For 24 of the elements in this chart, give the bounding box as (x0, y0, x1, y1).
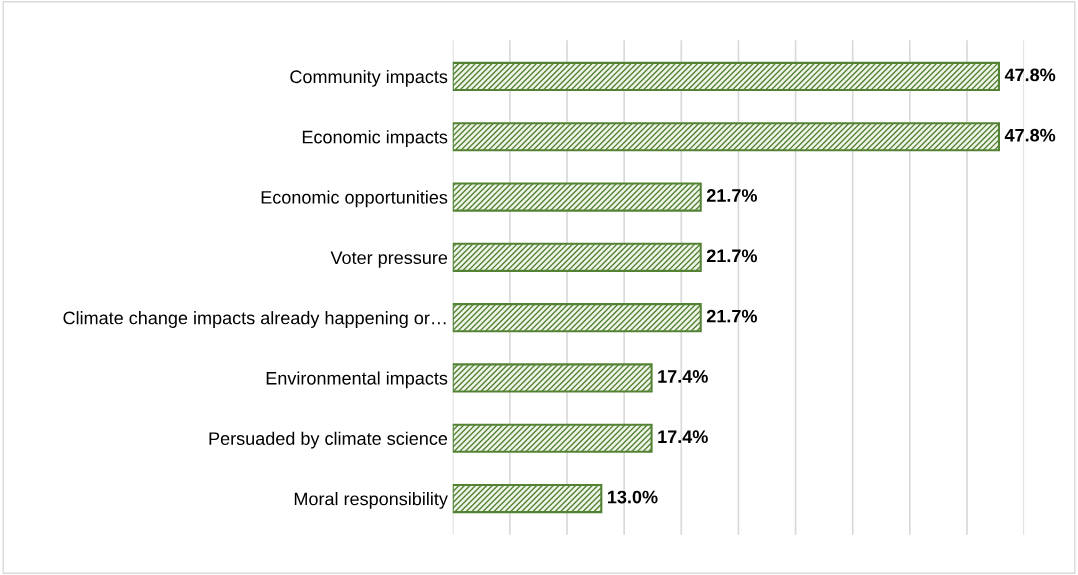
data-label: 21.7% (706, 309, 757, 323)
data-label: 21.7% (706, 249, 757, 263)
y-tick-label: Economic impacts (302, 130, 448, 148)
data-label: 17.4% (658, 370, 708, 383)
bar (452, 122, 1000, 152)
bar (452, 303, 702, 333)
data-label: 17.4% (658, 430, 708, 444)
bar (452, 242, 702, 272)
bar (452, 61, 1000, 92)
y-tick-label: Persuaded by climate science (209, 431, 448, 449)
data-label: 13.0% (608, 490, 658, 504)
bar (452, 363, 653, 393)
bar (452, 483, 603, 514)
y-tick-label: Voter pressure (330, 251, 448, 268)
data-label: 47.8% (1004, 68, 1056, 82)
y-tick-label: Community impacts (290, 69, 448, 87)
data-label: 21.7% (706, 189, 757, 202)
y-tick-label: Moral responsibility (294, 492, 448, 509)
y-tick-label: Environmental impacts (266, 371, 448, 389)
bar (452, 423, 653, 453)
y-tick-label: Climate change impacts already happening or… (63, 311, 446, 328)
y-tick-label: Economic opportunities (261, 190, 448, 208)
bar (452, 182, 702, 212)
data-label: 47.8% (1004, 128, 1056, 142)
